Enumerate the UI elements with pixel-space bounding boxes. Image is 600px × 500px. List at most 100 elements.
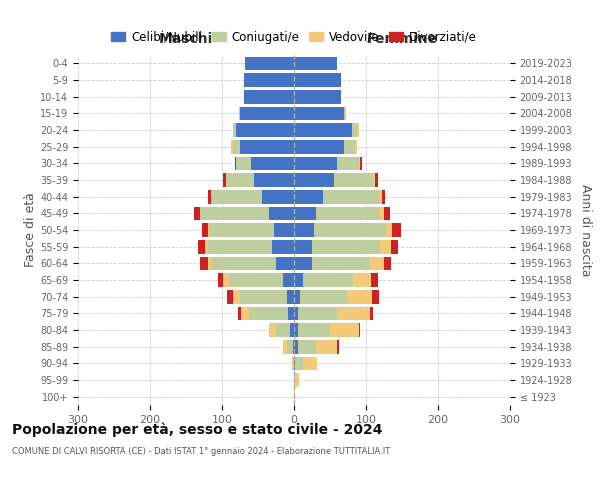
Bar — [208, 256, 211, 270]
Bar — [294, 240, 312, 254]
Bar — [227, 290, 233, 304]
Bar — [300, 290, 347, 304]
Bar — [218, 273, 223, 287]
Bar — [208, 190, 211, 203]
Bar — [298, 340, 316, 353]
Bar — [353, 273, 371, 287]
Bar — [274, 223, 294, 237]
Bar — [245, 56, 294, 70]
Bar — [293, 356, 294, 370]
Bar — [294, 373, 295, 387]
Text: Popolazione per età, sesso e stato civile - 2024: Popolazione per età, sesso e stato civil… — [12, 422, 383, 437]
Bar — [244, 73, 294, 87]
Bar — [198, 240, 205, 254]
Bar — [233, 123, 236, 137]
Bar — [294, 290, 300, 304]
Bar — [262, 190, 294, 203]
Bar — [194, 206, 200, 220]
Bar — [236, 123, 294, 137]
Bar — [295, 373, 299, 387]
Bar — [392, 223, 401, 237]
Bar — [235, 156, 236, 170]
Bar — [287, 340, 293, 353]
Bar — [372, 290, 379, 304]
Bar — [337, 340, 338, 353]
Bar — [295, 356, 302, 370]
Bar — [370, 256, 384, 270]
Bar — [334, 173, 373, 187]
Bar — [359, 323, 360, 337]
Bar — [337, 306, 370, 320]
Bar — [294, 90, 341, 104]
Bar — [380, 240, 391, 254]
Bar — [238, 306, 241, 320]
Bar — [294, 123, 352, 137]
Bar — [294, 56, 337, 70]
Bar — [211, 190, 262, 203]
Bar — [240, 140, 294, 153]
Bar — [302, 273, 353, 287]
Bar — [294, 256, 312, 270]
Bar — [359, 156, 360, 170]
Legend: Celibi/Nubili, Coniugati/e, Vedovi/e, Divorziati/e: Celibi/Nubili, Coniugati/e, Vedovi/e, Di… — [106, 26, 482, 48]
Text: Femmine: Femmine — [367, 32, 437, 46]
Bar — [269, 323, 276, 337]
Bar — [272, 240, 294, 254]
Bar — [294, 156, 337, 170]
Bar — [352, 123, 358, 137]
Bar — [302, 356, 317, 370]
Bar — [298, 306, 337, 320]
Bar — [360, 156, 362, 170]
Bar — [205, 240, 208, 254]
Bar — [239, 106, 240, 120]
Bar — [288, 306, 294, 320]
Bar — [355, 140, 356, 153]
Bar — [276, 323, 290, 337]
Bar — [223, 173, 226, 187]
Bar — [287, 290, 294, 304]
Bar — [240, 290, 287, 304]
Bar — [292, 356, 293, 370]
Bar — [374, 173, 377, 187]
Bar — [386, 223, 392, 237]
Y-axis label: Anni di nascita: Anni di nascita — [579, 184, 592, 276]
Bar — [283, 273, 294, 287]
Bar — [269, 206, 294, 220]
Bar — [294, 390, 295, 404]
Bar — [202, 223, 208, 237]
Bar — [208, 240, 272, 254]
Bar — [370, 306, 373, 320]
Bar — [293, 340, 294, 353]
Bar — [384, 206, 390, 220]
Bar — [233, 290, 240, 304]
Bar — [337, 156, 359, 170]
Bar — [294, 340, 298, 353]
Bar — [373, 173, 374, 187]
Bar — [229, 273, 283, 287]
Bar — [312, 256, 370, 270]
Bar — [244, 90, 294, 104]
Bar — [209, 223, 274, 237]
Bar — [298, 323, 330, 337]
Bar — [223, 273, 229, 287]
Bar — [294, 223, 314, 237]
Bar — [233, 140, 240, 153]
Bar — [371, 273, 378, 287]
Bar — [232, 140, 233, 153]
Bar — [283, 340, 287, 353]
Bar — [294, 73, 341, 87]
Bar — [200, 206, 269, 220]
Bar — [276, 256, 294, 270]
Bar — [294, 273, 302, 287]
Bar — [358, 123, 359, 137]
Bar — [294, 140, 344, 153]
Bar — [254, 173, 294, 187]
Bar — [240, 106, 294, 120]
Bar — [208, 223, 209, 237]
Bar — [316, 206, 380, 220]
Bar — [294, 173, 334, 187]
Bar — [380, 206, 384, 220]
Bar — [347, 290, 372, 304]
Bar — [294, 106, 344, 120]
Bar — [248, 306, 288, 320]
